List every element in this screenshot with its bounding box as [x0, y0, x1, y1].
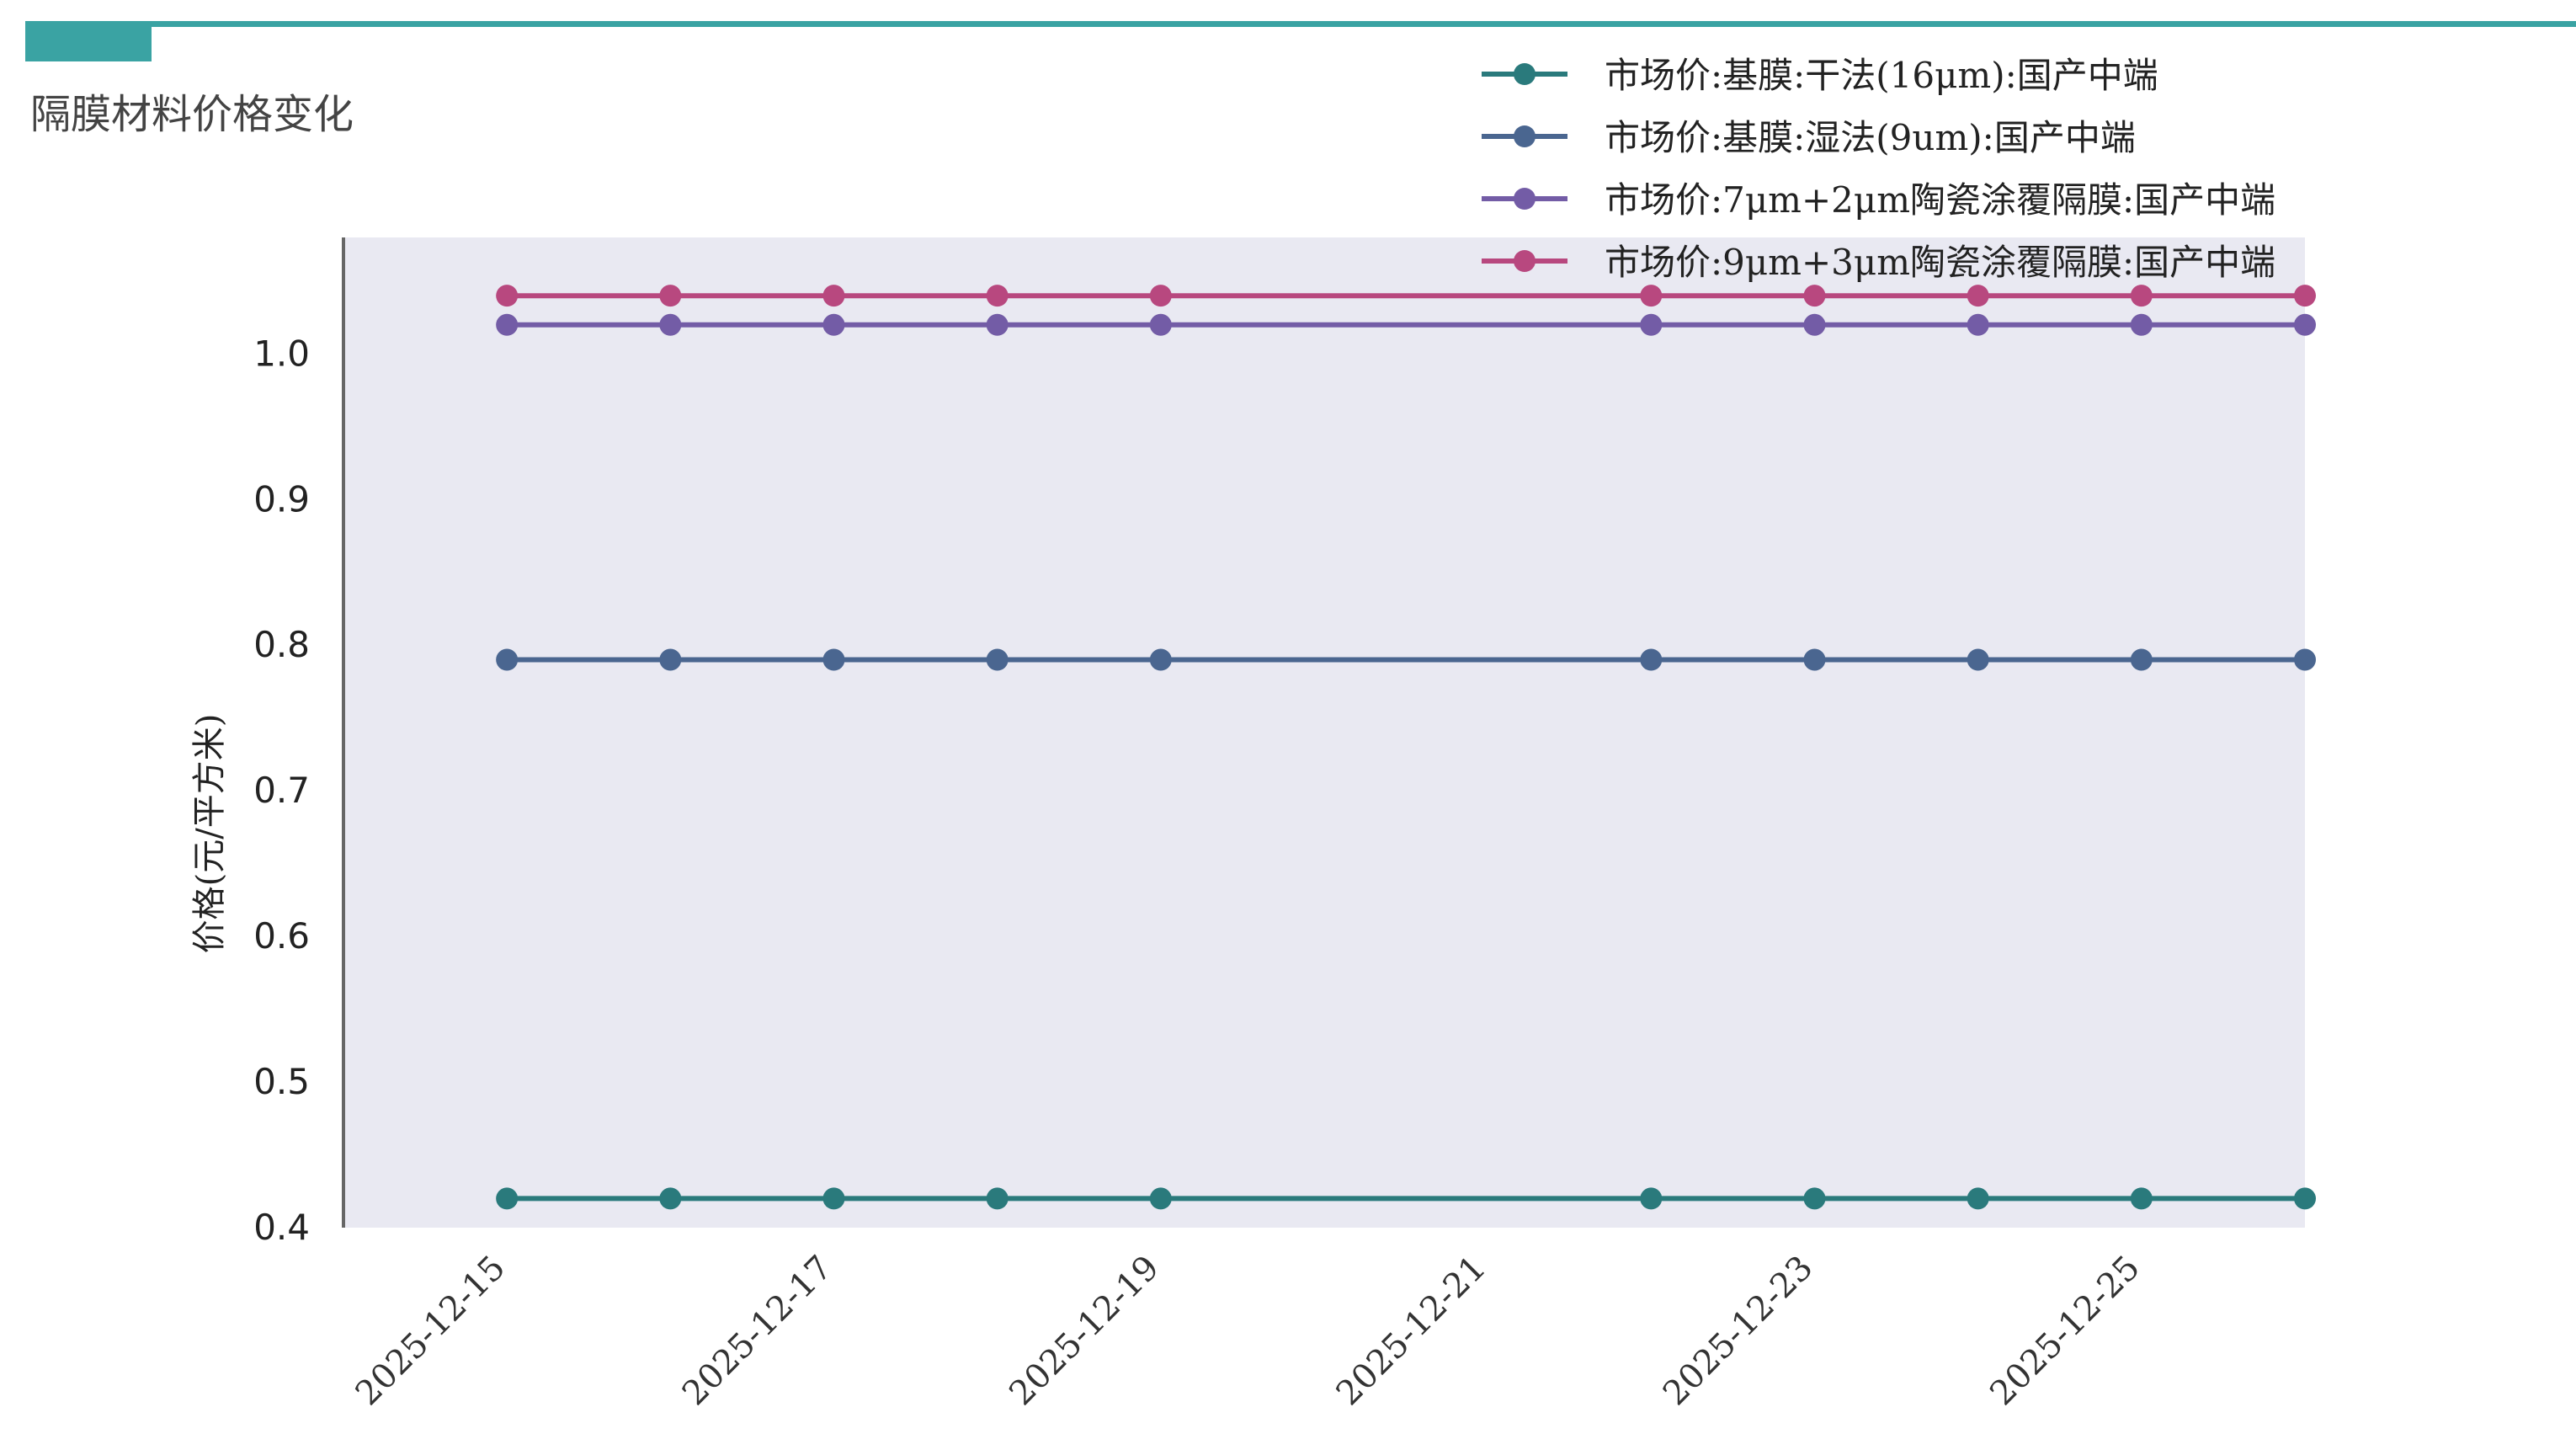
data-point — [986, 313, 1009, 336]
y-tick-label: 0.4 — [253, 1207, 310, 1248]
legend-point-marker — [1514, 63, 1535, 85]
data-point — [1967, 648, 1989, 671]
series-2 — [496, 648, 2316, 671]
legend-label: 市场价:7μm+2μm陶瓷涂覆隔膜:国产中端 — [1605, 179, 2275, 221]
y-tick-label: 1.0 — [253, 333, 310, 374]
data-point — [986, 285, 1009, 307]
y-tick-label: 0.5 — [253, 1061, 310, 1102]
data-point — [496, 1187, 519, 1210]
data-point — [1803, 1187, 1826, 1210]
data-point — [659, 1187, 682, 1210]
series-3 — [496, 313, 2316, 336]
data-point — [659, 648, 682, 671]
data-point — [2294, 285, 2316, 307]
header-accent-block — [25, 21, 152, 61]
data-point — [1640, 648, 1663, 671]
legend-label: 市场价:基膜:湿法(9um):国产中端 — [1605, 117, 2136, 158]
legend-item: 市场价:基膜:干法(16μm):国产中端 — [1482, 55, 2158, 96]
legend: 市场价:基膜:干法(16μm):国产中端市场价:基膜:湿法(9um):国产中端市… — [1482, 55, 2275, 283]
data-point — [1149, 285, 1172, 307]
data-point — [2130, 1187, 2153, 1210]
data-point — [986, 1187, 1009, 1210]
data-point — [1803, 648, 1826, 671]
legend-point-marker — [1514, 125, 1535, 147]
data-point — [2294, 1187, 2316, 1210]
legend-label: 市场价:基膜:干法(16μm):国产中端 — [1605, 55, 2158, 96]
data-point — [1149, 313, 1172, 336]
y-axis-label: 价格(元/平方米) — [190, 714, 229, 954]
data-point — [496, 313, 519, 336]
y-tick-label: 0.9 — [253, 478, 310, 520]
data-point — [822, 1187, 845, 1210]
data-point — [822, 648, 845, 671]
legend-item: 市场价:9μm+3μm陶瓷涂覆隔膜:国产中端 — [1482, 242, 2275, 283]
x-tick-label: 2025-12-19 — [1002, 1249, 1167, 1414]
x-tick-label: 2025-12-25 — [1983, 1249, 2148, 1414]
data-point — [1803, 285, 1826, 307]
y-tick-label: 0.6 — [253, 915, 310, 957]
plot-background — [343, 237, 2305, 1228]
data-point — [1149, 1187, 1172, 1210]
data-point — [659, 313, 682, 336]
y-axis-ticks: 0.4 0.5 0.6 0.7 0.8 0.9 1.0 — [253, 333, 310, 1248]
data-point — [496, 285, 519, 307]
data-point — [1640, 313, 1663, 336]
data-point — [986, 648, 1009, 671]
x-tick-label: 2025-12-23 — [1656, 1249, 1821, 1414]
data-point — [2294, 648, 2316, 671]
legend-point-marker — [1514, 250, 1535, 272]
x-tick-label: 2025-12-21 — [1329, 1249, 1494, 1414]
x-tick-label: 2025-12-17 — [675, 1249, 840, 1414]
data-point — [1967, 285, 1989, 307]
series-1 — [496, 1187, 2316, 1210]
data-point — [659, 285, 682, 307]
page-title: 隔膜材料价格变化 — [30, 91, 354, 138]
x-tick-label: 2025-12-15 — [349, 1249, 514, 1414]
legend-label: 市场价:9μm+3μm陶瓷涂覆隔膜:国产中端 — [1605, 242, 2275, 283]
data-point — [496, 648, 519, 671]
data-point — [1640, 285, 1663, 307]
legend-point-marker — [1514, 188, 1535, 210]
header-top-line — [25, 21, 2576, 27]
legend-item: 市场价:基膜:湿法(9um):国产中端 — [1482, 117, 2136, 158]
data-point — [1967, 313, 1989, 336]
data-point — [1149, 648, 1172, 671]
data-point — [1803, 313, 1826, 336]
data-point — [822, 285, 845, 307]
data-point — [2130, 285, 2153, 307]
data-point — [2294, 313, 2316, 336]
data-point — [2130, 648, 2153, 671]
data-point — [1967, 1187, 1989, 1210]
x-axis-ticks: 2025-12-15 2025-12-17 2025-12-19 2025-12-21… — [349, 1249, 2148, 1414]
data-point — [822, 313, 845, 336]
data-point — [1640, 1187, 1663, 1210]
series-4 — [496, 285, 2316, 307]
series-layer — [496, 285, 2316, 1210]
y-tick-label: 0.7 — [253, 770, 310, 811]
legend-item: 市场价:7μm+2μm陶瓷涂覆隔膜:国产中端 — [1482, 179, 2275, 221]
y-tick-label: 0.8 — [253, 624, 310, 665]
data-point — [2130, 313, 2153, 336]
